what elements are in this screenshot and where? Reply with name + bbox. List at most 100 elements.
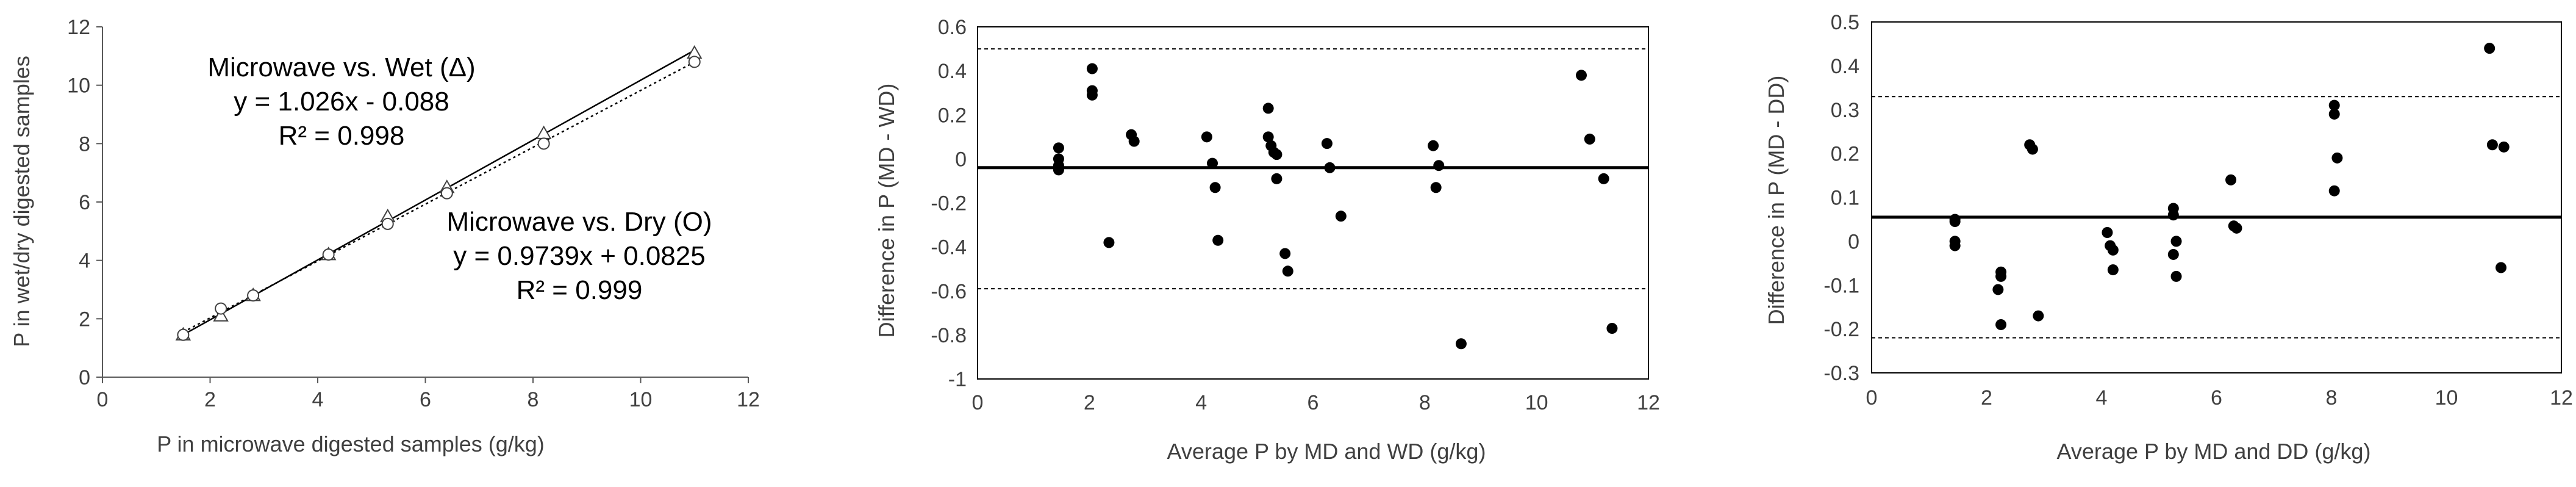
y-tick-label: 0.5 (1831, 11, 1859, 34)
data-point (2328, 185, 2340, 197)
data-point (1992, 284, 2004, 295)
axes (1871, 21, 2562, 373)
data-point (1433, 160, 1445, 171)
circle-point (381, 217, 394, 230)
x-tick-label: 12 (2550, 386, 2573, 409)
data-point (2331, 152, 2343, 164)
x-tick-label: 8 (528, 388, 539, 411)
data-point (2107, 264, 2119, 276)
x-axis-label: P in microwave digested samples (g/kg) (157, 431, 545, 456)
y-tick-label: 0 (79, 366, 90, 389)
y-tick-label: 0.2 (1831, 143, 1859, 166)
data-point (1455, 338, 1467, 350)
data-point (1053, 164, 1064, 176)
x-tick-label: 4 (312, 388, 324, 411)
x-tick-label: 10 (1525, 391, 1548, 414)
x-tick-label: 10 (629, 388, 653, 411)
reference-lines (1872, 96, 2561, 339)
data-point (2167, 209, 2179, 221)
data-point (1949, 216, 1961, 228)
chart-regression: 0 2 4 6 8 10 12 0 2 4 6 8 10 12 P in wet/dry digeste… (9, 16, 760, 456)
wet-fit-equation: y = 1.026x - 0.088 (234, 87, 449, 117)
data-point (1271, 149, 1283, 161)
x-tick-label: 10 (2435, 386, 2458, 409)
data-point (1430, 182, 1442, 193)
trendline-wet (182, 49, 695, 336)
data-point (2170, 270, 2182, 282)
y-axis-label: P in wet/dry digested samples (9, 56, 34, 347)
dry-fit-title: Microwave vs. Dry (O) (446, 207, 712, 237)
x-tick-label: 0 (97, 388, 109, 411)
data-point (1995, 270, 2007, 282)
data-point (1209, 182, 1221, 193)
x-tick-labels: 0 2 4 6 8 10 12 (97, 388, 760, 411)
y-tick-label: -0.2 (1823, 318, 1859, 341)
x-tick-label: 6 (420, 388, 431, 411)
data-point (1053, 142, 1064, 154)
x-tick-label: 8 (1419, 391, 1431, 414)
y-tick-label: 0.6 (938, 16, 967, 39)
y-tick-label: -0.8 (931, 324, 967, 347)
dry-fit-equation: y = 0.9739x + 0.0825 (453, 241, 705, 271)
circle-point (215, 302, 227, 315)
dry-fit-r2: R² = 0.999 (517, 275, 643, 305)
plot-frame (977, 26, 1649, 380)
y-tick-label: -0.3 (1823, 362, 1859, 385)
y-tick-label: -1 (948, 368, 967, 391)
axes (977, 26, 1649, 380)
triangle-point (213, 308, 229, 322)
data-point (2107, 244, 2119, 256)
x-tick-label: 2 (1981, 386, 1992, 409)
x-tick-label: 0 (1866, 386, 1878, 409)
data-point (2328, 108, 2340, 120)
y-tick-label: 0.3 (1831, 99, 1859, 122)
y-tick-label: 12 (67, 16, 90, 39)
wet-fit-title: Microwave vs. Wet (Δ) (207, 52, 475, 82)
y-tick-label: -0.6 (931, 280, 967, 303)
y-tick-label: -0.2 (931, 192, 967, 215)
x-tick-label: 12 (737, 388, 760, 411)
circle-point (688, 56, 701, 68)
y-tick-label: -0.1 (1823, 274, 1859, 297)
data-point (1428, 140, 1439, 151)
x-tick-label: 4 (2096, 386, 2108, 409)
data-point (2328, 99, 2340, 111)
y-tick-label: 0 (955, 148, 967, 171)
y-tick-label: 10 (67, 74, 90, 98)
x-tick-labels: 0 2 4 6 8 10 12 (972, 391, 1660, 414)
data-point (1262, 131, 1274, 143)
x-tick-label: 8 (2326, 386, 2338, 409)
data-point (2033, 310, 2044, 322)
chart-bland-altman-wd: -1 -0.8 -0.6 -0.4 -0.2 0 0.2 0.4 0.6 0 2 4 6 8 10 12 D… (874, 16, 1660, 464)
data-point (2167, 248, 2179, 260)
x-tick-label: 2 (1084, 391, 1095, 414)
y-tick-labels: -0.3 -0.2 -0.1 0 0.1 0.2 0.3 0.4 0.5 (1823, 11, 1859, 385)
data-points (175, 45, 703, 341)
data-point (2225, 174, 2237, 186)
x-tick-label: 6 (2211, 386, 2222, 409)
wet-fit-r2: R² = 0.998 (279, 121, 405, 151)
data-point (1086, 63, 1098, 74)
x-tick-labels: 0 2 4 6 8 10 12 (1866, 386, 2573, 409)
circle-point (177, 328, 190, 341)
reference-lines (978, 48, 1648, 290)
data-point (1128, 135, 1140, 147)
chart-bland-altman-dd: -0.3 -0.2 -0.1 0 0.1 0.2 0.3 0.4 0.5 0 2 4 6 8 10 12 D… (1764, 11, 2573, 464)
data-point (1949, 240, 1961, 251)
data-point (1103, 237, 1115, 248)
trendlines (182, 49, 695, 336)
x-tick-label: 4 (1195, 391, 1207, 414)
data-point (2484, 43, 2496, 54)
data-point (1262, 103, 1274, 114)
data-point (2486, 139, 2498, 151)
axes (96, 26, 749, 383)
data-point (1598, 173, 1609, 184)
data-point (1086, 89, 1098, 101)
x-tick-label: 2 (204, 388, 216, 411)
data-point (1576, 70, 1587, 81)
data-point (1212, 234, 1224, 246)
x-axis-label: Average P by MD and WD (g/kg) (1167, 439, 1486, 464)
y-tick-label: 0.4 (938, 60, 967, 83)
circle-point (537, 137, 550, 150)
